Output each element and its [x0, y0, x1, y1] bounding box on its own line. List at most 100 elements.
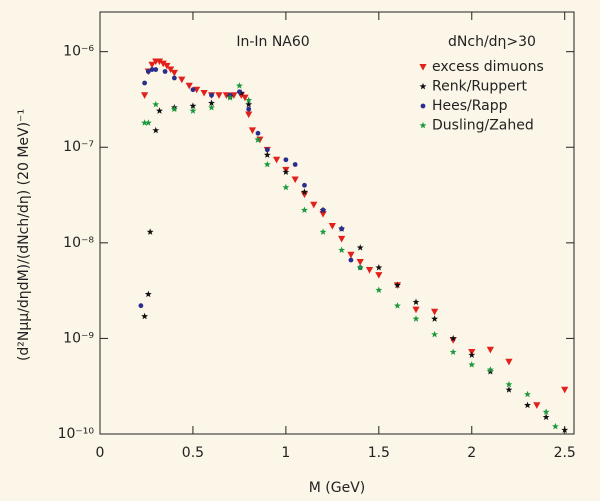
y-tick-label: 10⁻⁸: [63, 235, 94, 251]
data-point: [561, 386, 569, 394]
data-point: [263, 151, 271, 158]
plot-frame: [99, 11, 575, 435]
data-point: [209, 92, 214, 98]
data-point: [152, 100, 160, 108]
data-point: [300, 191, 309, 199]
x-tick-label: 0.5: [182, 445, 204, 461]
data-point: [468, 351, 476, 358]
data-point: [142, 80, 148, 86]
data-point: [505, 358, 513, 366]
x-axis-label: M (GeV): [309, 480, 366, 496]
data-point: [449, 334, 457, 342]
data-point: [159, 60, 167, 68]
data-point: [141, 312, 149, 320]
y-tick-label: 10⁻⁷: [63, 139, 94, 155]
data-point: [190, 87, 196, 93]
data-point: [245, 111, 253, 119]
data-point: [356, 244, 364, 251]
data-point: [170, 105, 178, 113]
data-point: [375, 286, 383, 294]
annotation: In-In NA60: [236, 34, 309, 50]
data-point: [412, 315, 420, 322]
data-point: [449, 337, 457, 344]
y-tick-label: 10⁻¹⁰: [58, 426, 95, 442]
data-point: [283, 157, 289, 163]
y-tick-label: 10⁻⁶: [63, 44, 94, 60]
data-point: [138, 303, 144, 309]
data-point: [185, 82, 193, 90]
data-point: [412, 306, 420, 314]
data-point: [431, 315, 439, 322]
data-point: [189, 102, 197, 109]
data-point: [319, 228, 327, 235]
data-point: [393, 281, 401, 289]
data-point: [235, 82, 243, 89]
data-point: [505, 380, 513, 388]
legend-marker: [419, 121, 427, 129]
data-point: [144, 290, 152, 298]
x-tick-label: 2: [467, 445, 476, 461]
data-point: [237, 89, 242, 95]
data-point: [356, 264, 364, 271]
data-point: [347, 251, 355, 259]
x-tick-label: 2.5: [554, 445, 576, 461]
legend-marker: [420, 103, 426, 109]
data-point: [505, 386, 513, 393]
legend-label: excess dimuons: [432, 59, 544, 75]
data-point: [365, 266, 374, 274]
x-tick-label: 0: [96, 445, 105, 461]
data-point: [301, 206, 308, 214]
data-point: [449, 348, 457, 355]
data-point: [189, 107, 197, 114]
data-point: [339, 226, 345, 232]
legend-marker: [419, 82, 427, 90]
data-point: [156, 107, 163, 114]
data-point: [561, 426, 569, 433]
data-point: [348, 257, 354, 263]
data-point: [431, 330, 439, 338]
data-point: [272, 156, 281, 164]
data-point: [215, 92, 223, 99]
data-point: [208, 99, 215, 106]
data-point: [146, 228, 154, 235]
x-tick-label: 1.5: [368, 445, 390, 461]
data-point: [393, 302, 401, 309]
data-point: [375, 264, 383, 271]
data-point: [145, 69, 151, 74]
data-point: [162, 69, 168, 74]
legend-label: Hees/Rapp: [432, 98, 508, 114]
data-point: [542, 408, 550, 415]
data-point: [263, 160, 271, 168]
data-point: [338, 246, 346, 253]
data-point: [282, 183, 290, 191]
data-point: [301, 188, 308, 195]
legend-label: Renk/Ruppert: [432, 79, 528, 95]
data-point: [167, 66, 175, 74]
data-point: [533, 402, 541, 409]
data-point: [320, 207, 326, 213]
data-point: [551, 422, 559, 430]
data-point: [486, 366, 494, 373]
data-point: [155, 58, 164, 66]
data-point: [141, 92, 149, 99]
data-point: [328, 223, 336, 230]
data-point: [430, 308, 439, 316]
data-point: [412, 298, 420, 305]
data-point: [375, 272, 383, 279]
data-point: [170, 69, 178, 77]
legend-label: Dusling/Zahed: [432, 118, 534, 134]
data-point: [486, 346, 494, 354]
data-point: [200, 89, 208, 97]
annotation: dNch/dη>30: [448, 34, 536, 50]
data-point: [302, 182, 307, 188]
data-point: [171, 75, 177, 81]
data-point: [248, 127, 257, 135]
data-point: [291, 176, 299, 184]
data-point: [338, 235, 346, 243]
data-point: [542, 413, 550, 421]
data-point: [178, 76, 186, 84]
data-point: [149, 67, 155, 72]
data-point: [226, 94, 234, 101]
data-point: [208, 103, 215, 111]
